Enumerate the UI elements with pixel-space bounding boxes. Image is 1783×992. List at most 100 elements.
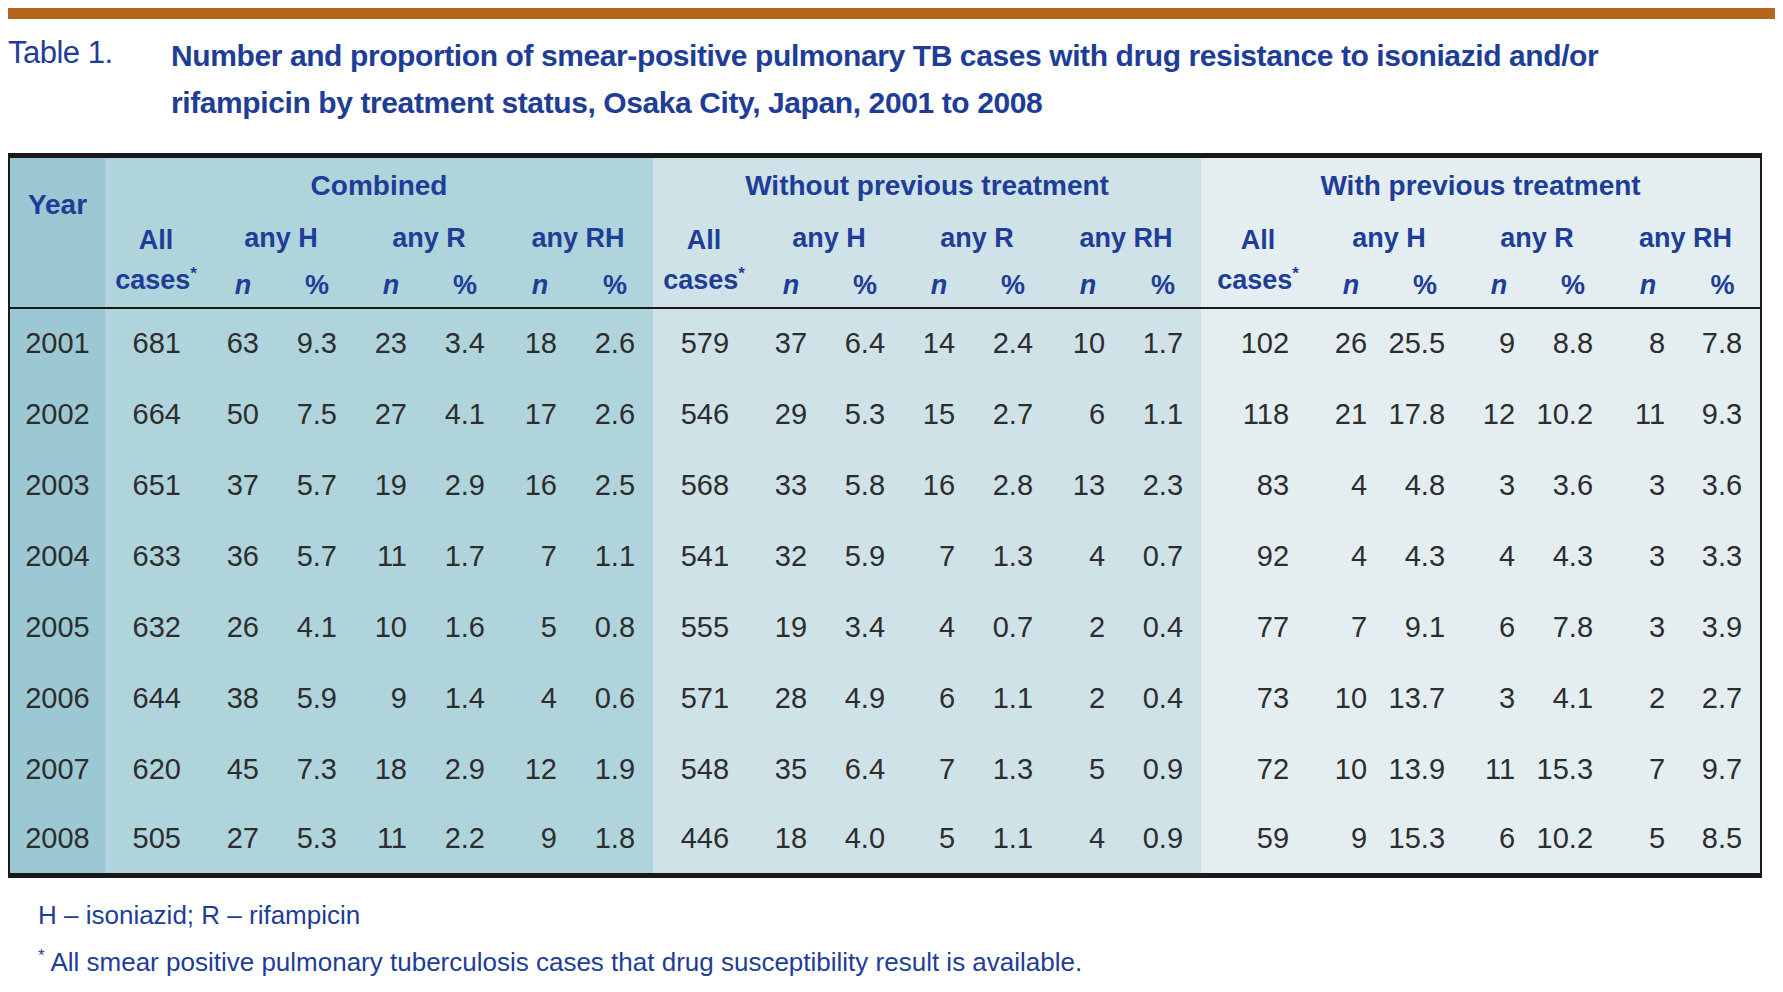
cell-with_prev-any_RH_pct: 2.7 — [1685, 663, 1761, 734]
col-header-year: Year — [9, 156, 105, 308]
cell-with_prev-any_RH_pct: 7.8 — [1685, 308, 1761, 379]
cell-with_prev-any_R_n: 3 — [1463, 450, 1535, 521]
cell-combined-any_RH_pct: 2.6 — [577, 379, 653, 450]
cell-without-any_RH_n: 6 — [1051, 379, 1125, 450]
cell-combined-any_RH_pct: 0.6 — [577, 663, 653, 734]
table-row-2002: 2002664507.5274.1172.6546295.3152.761.11… — [9, 379, 1761, 450]
cell-with_prev-any_H_pct: 17.8 — [1387, 379, 1463, 450]
col-header-any-h-with: any H — [1315, 214, 1463, 264]
cell-without-all_cases: 579 — [653, 308, 755, 379]
cell-combined-any_H_pct: 7.5 — [279, 379, 355, 450]
cell-without-any_H_n: 29 — [755, 379, 827, 450]
col-header-pct: % — [427, 264, 503, 308]
cell-combined-any_R_pct: 2.9 — [427, 734, 503, 805]
cell-without-any_RH_n: 10 — [1051, 308, 1125, 379]
cell-combined-any_H_n: 50 — [207, 379, 279, 450]
cell-combined-any_R_n: 10 — [355, 592, 427, 663]
col-header-any-r-combined: any R — [355, 214, 503, 264]
cell-combined-any_H_n: 63 — [207, 308, 279, 379]
cell-without-any_H_pct: 5.9 — [827, 521, 903, 592]
cell-combined-any_R_pct: 2.2 — [427, 805, 503, 876]
cell-without-any_H_n: 19 — [755, 592, 827, 663]
cell-without-any_R_pct: 1.3 — [975, 521, 1051, 592]
cell-combined-any_H_n: 26 — [207, 592, 279, 663]
cell-combined-any_R_pct: 1.4 — [427, 663, 503, 734]
cell-without-any_R_n: 7 — [903, 521, 975, 592]
cell-with_prev-any_H_n: 4 — [1315, 521, 1387, 592]
asterisk-marker: * — [190, 264, 197, 283]
cell-without-any_RH_n: 5 — [1051, 734, 1125, 805]
cell-with_prev-any_RH_pct: 9.7 — [1685, 734, 1761, 805]
cell-with_prev-any_RH_pct: 9.3 — [1685, 379, 1761, 450]
col-header-n: n — [903, 264, 975, 308]
cell-combined-any_RH_n: 17 — [503, 379, 577, 450]
cell-with_prev-any_H_n: 10 — [1315, 663, 1387, 734]
col-header-any-h-combined: any H — [207, 214, 355, 264]
cell-with_prev-any_H_pct: 25.5 — [1387, 308, 1463, 379]
cell-without-all_cases: 571 — [653, 663, 755, 734]
table-header: Year Combined Without previous treatment… — [9, 156, 1761, 308]
year-cell: 2008 — [9, 805, 105, 876]
sub-header-row: Allcases* any H any R any RH Allcases* a… — [9, 214, 1761, 264]
top-divider-rule — [8, 8, 1775, 19]
col-header-pct: % — [1535, 264, 1611, 308]
year-cell: 2004 — [9, 521, 105, 592]
cell-combined-any_RH_pct: 0.8 — [577, 592, 653, 663]
cell-with_prev-any_H_n: 26 — [1315, 308, 1387, 379]
cell-combined-all_cases: 644 — [105, 663, 207, 734]
cell-with_prev-all_cases: 73 — [1201, 663, 1315, 734]
cell-with_prev-any_H_pct: 9.1 — [1387, 592, 1463, 663]
cell-combined-all_cases: 620 — [105, 734, 207, 805]
year-cell: 2005 — [9, 592, 105, 663]
cell-with_prev-any_R_pct: 4.3 — [1535, 521, 1611, 592]
cell-without-any_R_pct: 0.7 — [975, 592, 1051, 663]
cell-without-any_RH_pct: 0.4 — [1125, 592, 1201, 663]
table-row-2001: 2001681639.3233.4182.6579376.4142.4101.7… — [9, 308, 1761, 379]
cell-without-any_H_n: 18 — [755, 805, 827, 876]
cell-combined-any_R_pct: 3.4 — [427, 308, 503, 379]
cell-combined-all_cases: 505 — [105, 805, 207, 876]
cell-without-any_RH_pct: 0.4 — [1125, 663, 1201, 734]
col-header-pct: % — [975, 264, 1051, 308]
cell-without-any_R_pct: 1.1 — [975, 663, 1051, 734]
cell-without-any_RH_n: 13 — [1051, 450, 1125, 521]
asterisk-marker: * — [738, 264, 745, 283]
col-header-n: n — [355, 264, 427, 308]
cell-with_prev-any_H_n: 21 — [1315, 379, 1387, 450]
col-header-pct: % — [577, 264, 653, 308]
cell-with_prev-any_H_pct: 13.9 — [1387, 734, 1463, 805]
cell-combined-all_cases: 664 — [105, 379, 207, 450]
cell-with_prev-any_R_pct: 10.2 — [1535, 379, 1611, 450]
cell-combined-any_RH_pct: 1.8 — [577, 805, 653, 876]
col-header-any-h-without: any H — [755, 214, 903, 264]
cell-with_prev-all_cases: 92 — [1201, 521, 1315, 592]
col-header-pct: % — [1387, 264, 1463, 308]
footnote-asterisk: * All smear positive pulmonary tuberculo… — [38, 946, 1775, 978]
cell-combined-any_H_n: 38 — [207, 663, 279, 734]
cell-combined-any_H_pct: 5.9 — [279, 663, 355, 734]
cell-combined-any_H_pct: 7.3 — [279, 734, 355, 805]
cell-without-any_RH_pct: 1.7 — [1125, 308, 1201, 379]
col-header-n: n — [1611, 264, 1685, 308]
table-row-2007: 2007620457.3182.9121.9548356.471.350.972… — [9, 734, 1761, 805]
cell-combined-any_RH_n: 7 — [503, 521, 577, 592]
cell-with_prev-any_R_n: 6 — [1463, 805, 1535, 876]
cell-with_prev-any_H_pct: 13.7 — [1387, 663, 1463, 734]
cell-without-any_H_pct: 5.3 — [827, 379, 903, 450]
cell-with_prev-any_RH_n: 3 — [1611, 521, 1685, 592]
cell-with_prev-any_RH_n: 5 — [1611, 805, 1685, 876]
group-header-combined: Combined — [105, 156, 653, 214]
cell-with_prev-any_H_n: 9 — [1315, 805, 1387, 876]
cell-combined-any_RH_pct: 1.9 — [577, 734, 653, 805]
asterisk-marker: * — [1292, 264, 1299, 283]
cell-without-any_H_pct: 3.4 — [827, 592, 903, 663]
cell-without-any_H_pct: 4.9 — [827, 663, 903, 734]
cell-with_prev-any_H_n: 10 — [1315, 734, 1387, 805]
cell-with_prev-all_cases: 83 — [1201, 450, 1315, 521]
col-header-any-rh-with: any RH — [1611, 214, 1761, 264]
cell-with_prev-any_RH_n: 2 — [1611, 663, 1685, 734]
col-header-n: n — [755, 264, 827, 308]
cell-with_prev-all_cases: 72 — [1201, 734, 1315, 805]
cell-with_prev-any_RH_n: 11 — [1611, 379, 1685, 450]
cell-combined-any_R_n: 9 — [355, 663, 427, 734]
